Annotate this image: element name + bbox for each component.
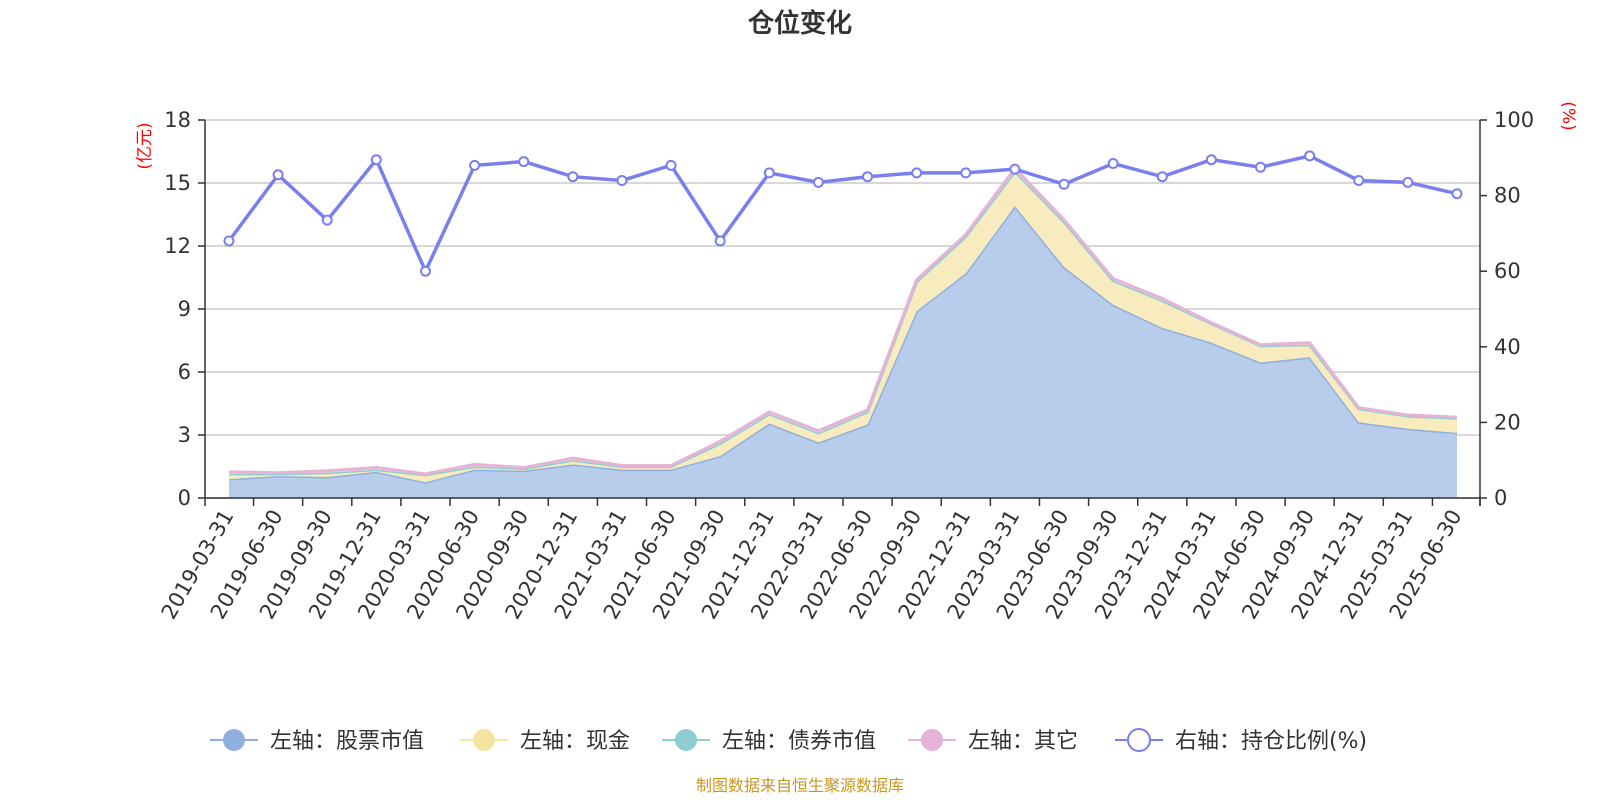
chart-title: 仓位变化 bbox=[747, 8, 852, 39]
position-ratio-point bbox=[1353, 174, 1365, 186]
data-source-note: 制图数据来自恒生聚源数据库 bbox=[696, 776, 904, 795]
legend-marker bbox=[473, 729, 495, 751]
right-axis-tick-label: 60 bbox=[1494, 259, 1521, 283]
legend-marker bbox=[675, 729, 697, 751]
legend-label: 左轴：债券市值 bbox=[722, 729, 876, 754]
right-axis-tick-label: 20 bbox=[1494, 410, 1521, 434]
legend-marker bbox=[223, 729, 245, 751]
line-series bbox=[223, 150, 1463, 277]
position-ratio-point bbox=[812, 176, 824, 188]
position-ratio-point bbox=[321, 214, 333, 226]
legend-label: 左轴：现金 bbox=[520, 729, 630, 754]
legend-item[interactable]: 左轴：现金 bbox=[460, 729, 630, 754]
right-axis-tick-label: 0 bbox=[1494, 486, 1507, 510]
position-ratio-point bbox=[1304, 150, 1316, 162]
position-ratio-point bbox=[911, 167, 923, 179]
area-series bbox=[228, 165, 1458, 498]
position-ratio-point bbox=[1451, 188, 1463, 200]
position-ratio-point bbox=[862, 171, 874, 183]
position-ratio-point bbox=[665, 159, 677, 171]
position-ratio-point bbox=[272, 169, 284, 181]
position-ratio-point bbox=[469, 159, 481, 171]
left-axis-tick-label: 18 bbox=[164, 108, 191, 132]
right-axis-tick-label: 40 bbox=[1494, 335, 1521, 359]
legend-label: 右轴：持仓比例(%) bbox=[1175, 729, 1367, 754]
legend-label: 左轴：股票市值 bbox=[270, 729, 424, 754]
legend-item[interactable]: 左轴：债券市值 bbox=[662, 729, 876, 754]
position-ratio-point bbox=[1402, 176, 1414, 188]
grid bbox=[205, 119, 1480, 499]
position-ratio-point bbox=[616, 174, 628, 186]
right-axis-unit: (%) bbox=[1558, 101, 1578, 130]
legend-item[interactable]: 左轴：其它 bbox=[908, 729, 1078, 754]
legend-label: 左轴：其它 bbox=[968, 729, 1078, 754]
area-1 bbox=[229, 171, 1457, 483]
position-ratio-point bbox=[960, 167, 972, 179]
position-ratio-point bbox=[223, 235, 235, 247]
left-axis-unit: (亿元) bbox=[135, 122, 155, 169]
left-axis-tick-label: 6 bbox=[178, 360, 191, 384]
left-axis-tick-label: 15 bbox=[164, 171, 191, 195]
legend: 左轴：股票市值 左轴：现金 左轴：债券市值 左轴：其它 右轴：持仓比例(%) bbox=[210, 728, 1367, 754]
legend-item[interactable]: 右轴：持仓比例(%) bbox=[1115, 728, 1367, 754]
position-ratio-point bbox=[1009, 163, 1021, 175]
left-axis-tick-label: 9 bbox=[178, 297, 191, 321]
position-ratio-point bbox=[518, 156, 530, 168]
position-ratio-point bbox=[763, 167, 775, 179]
legend-marker bbox=[921, 729, 943, 751]
legend-marker bbox=[1127, 728, 1151, 752]
area-outline-3 bbox=[228, 165, 1458, 476]
position-ratio-point bbox=[567, 171, 579, 183]
legend-item[interactable]: 左轴：股票市值 bbox=[210, 729, 424, 754]
left-axis-tick-label: 3 bbox=[178, 423, 191, 447]
right-axis-tick-label: 100 bbox=[1494, 108, 1534, 132]
position-ratio-point bbox=[419, 265, 431, 277]
position-ratio-point bbox=[1156, 171, 1168, 183]
position-ratio-point bbox=[714, 235, 726, 247]
position-ratio-point bbox=[1205, 154, 1217, 166]
position-ratio-point bbox=[1058, 178, 1070, 190]
position-ratio-point bbox=[370, 154, 382, 166]
area-0 bbox=[229, 206, 1457, 498]
left-axis-tick-label: 0 bbox=[178, 486, 191, 510]
position-ratio-point bbox=[1107, 157, 1119, 169]
left-axis-tick-label: 12 bbox=[164, 234, 191, 258]
position-ratio-point bbox=[1255, 161, 1267, 173]
position-ratio-line bbox=[227, 154, 1458, 276]
right-axis-tick-label: 80 bbox=[1494, 184, 1521, 208]
